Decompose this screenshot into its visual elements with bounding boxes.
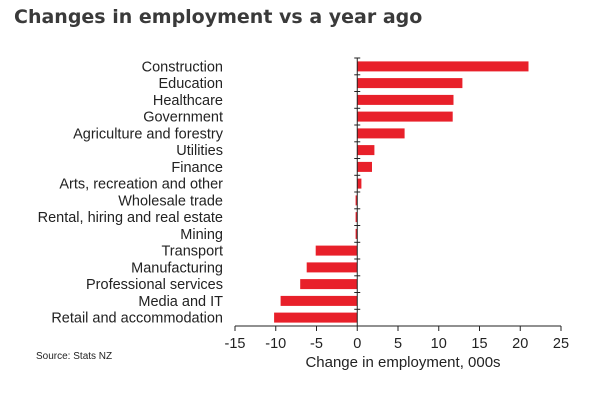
category-ticks — [354, 57, 361, 327]
bar-mining — [355, 228, 358, 239]
bar-transport — [315, 245, 358, 256]
x-tick-label: -15 — [225, 336, 246, 352]
x-tick-label: -5 — [310, 336, 323, 352]
x-tick-label: 0 — [353, 336, 361, 352]
category-label: Manufacturing — [131, 260, 223, 276]
chart-title: Changes in employment vs a year ago — [14, 6, 423, 28]
bar-retail-and-accommodation — [274, 312, 358, 323]
bar-manufacturing — [306, 262, 358, 273]
source-note: Source: Stats NZ — [36, 351, 113, 362]
x-tick-label: 20 — [512, 336, 528, 352]
x-tick-label: 15 — [471, 336, 487, 352]
category-label: Agriculture and forestry — [73, 126, 224, 142]
bar-media-and-it — [280, 295, 358, 306]
category-label: Mining — [180, 227, 223, 243]
category-label: Education — [159, 76, 224, 92]
category-labels: ConstructionEducationHealthcareGovernmen… — [38, 59, 224, 326]
category-label: Rental, hiring and real estate — [38, 210, 223, 226]
x-tick-label: -10 — [265, 336, 286, 352]
bar-arts-recreation-and-other — [357, 178, 362, 189]
category-label: Transport — [161, 244, 223, 260]
category-label: Wholesale trade — [118, 193, 223, 209]
bars-group — [274, 61, 529, 323]
category-label: Arts, recreation and other — [59, 177, 223, 193]
bar-education — [357, 78, 463, 89]
x-tick-label: 5 — [394, 336, 402, 352]
bar-construction — [357, 61, 529, 72]
bar-agriculture-and-forestry — [357, 128, 405, 139]
category-label: Government — [143, 110, 223, 126]
category-label: Healthcare — [153, 93, 223, 109]
category-label: Construction — [142, 59, 223, 75]
category-label: Professional services — [86, 277, 223, 293]
x-tick-label: 25 — [553, 336, 569, 352]
bar-government — [357, 111, 453, 122]
bar-utilities — [357, 145, 375, 156]
category-label: Media and IT — [138, 294, 223, 310]
x-axis-label: Change in employment, 000s — [305, 354, 500, 371]
category-label: Utilities — [176, 143, 223, 159]
bar-professional-services — [300, 279, 358, 290]
bar-healthcare — [357, 94, 454, 105]
category-label: Finance — [171, 160, 223, 176]
category-label: Retail and accommodation — [51, 311, 223, 327]
bar-rental-hiring-and-real-estate — [355, 212, 358, 223]
bar-wholesale-trade — [355, 195, 358, 206]
x-tick-label: 10 — [431, 336, 447, 352]
bar-finance — [357, 161, 372, 172]
x-ticks: -15 -10 -5 0 5 10 15 20 25 — [225, 326, 569, 352]
